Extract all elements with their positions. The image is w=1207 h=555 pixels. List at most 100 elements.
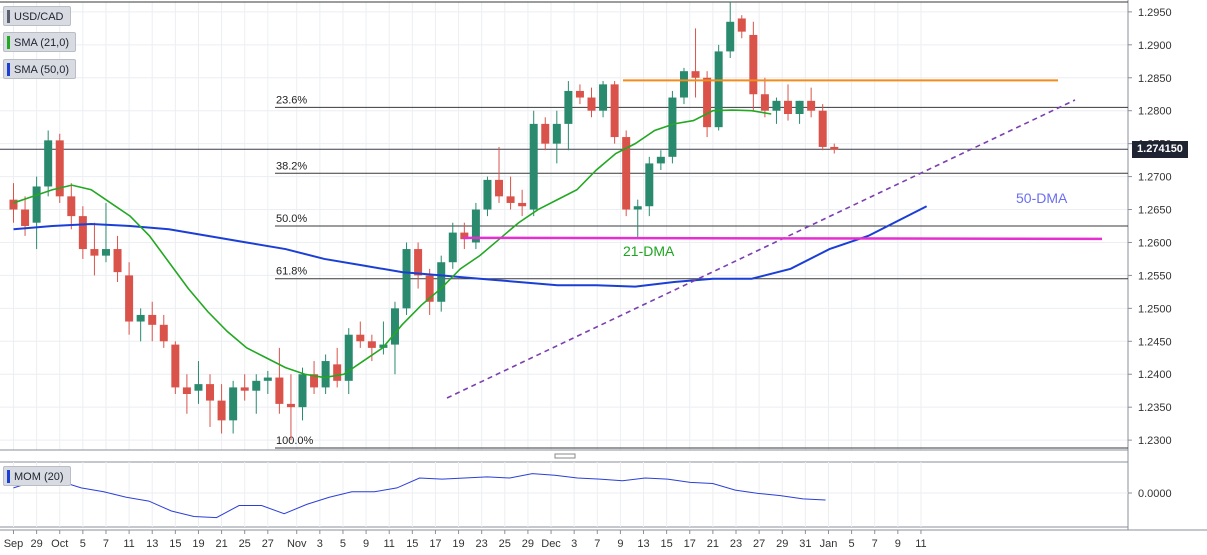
x-tick-label: 15	[169, 538, 181, 550]
y-tick-label: 1.2450	[1138, 336, 1172, 348]
candle-down	[286, 403, 295, 408]
x-tick-label: 25	[239, 538, 251, 550]
x-tick-label: 11	[123, 538, 134, 550]
candle-down	[55, 140, 64, 197]
y-tick-label: 1.2500	[1138, 303, 1172, 315]
candle-up	[679, 71, 688, 98]
fib-label: 50.0%	[276, 213, 307, 225]
candle-up	[194, 384, 203, 391]
x-tick-label: 5	[80, 538, 86, 550]
candle-down	[784, 100, 793, 114]
candle-down	[749, 34, 758, 95]
candle-down	[541, 123, 550, 144]
x-tick-label: 13	[637, 538, 649, 550]
candle-down	[148, 314, 157, 325]
x-tick-label: 29	[776, 538, 788, 550]
candle-down	[414, 249, 423, 276]
date-axis: Sep 29 Oct 5 7 11 13 15 19 21 25 27 Nov 3 5 9 11 15 17 19 23…	[0, 529, 1207, 550]
y-tick-label: 1.2350	[1138, 402, 1172, 414]
x-tick-label: 17	[684, 538, 696, 550]
candle-down	[495, 179, 504, 197]
mom-y-tick-label: 0.0000	[1138, 488, 1172, 500]
candle-down	[113, 249, 122, 273]
x-tick-label: Jan	[820, 538, 838, 550]
x-tick-label: 31	[799, 538, 811, 550]
x-tick-label: 7	[594, 538, 600, 550]
candle-up	[483, 179, 492, 210]
x-tick-label: 19	[192, 538, 204, 550]
candle-up	[298, 374, 307, 408]
candle-down	[622, 137, 631, 210]
candle-down	[737, 18, 746, 32]
candle-up	[726, 21, 735, 52]
x-tick-label: 21	[215, 538, 227, 550]
candle-down	[830, 146, 839, 150]
x-tick-label: 7	[872, 538, 878, 550]
x-tick-label: 7	[103, 538, 109, 550]
candle-down	[587, 97, 596, 111]
indicator-lines: 21-DMA 50-DMA	[13, 79, 1103, 399]
x-tick-label: 5	[849, 538, 855, 550]
current-price-badge: 1.274150	[1132, 141, 1188, 158]
x-tick-label: Sep	[4, 538, 24, 550]
x-tick-label: 25	[499, 538, 511, 550]
x-tick-label: 13	[146, 538, 158, 550]
candle-up	[44, 140, 53, 187]
candle-down	[818, 110, 827, 147]
x-tick-label: 9	[363, 538, 369, 550]
x-tick-label: 27	[753, 538, 765, 550]
candle-down	[171, 344, 180, 388]
mom-legend[interactable]: MOM (20)	[3, 466, 71, 486]
candle-down	[807, 100, 816, 111]
y-tick-label: 1.2800	[1138, 106, 1172, 118]
candle-down	[310, 374, 319, 388]
y-tick-label: 1.2400	[1138, 369, 1172, 381]
sma21-legend[interactable]: SMA (21,0)	[3, 32, 77, 52]
fib-label: 23.6%	[276, 94, 307, 106]
y-tick-label: 1.2850	[1138, 73, 1172, 85]
candle-down	[506, 196, 515, 203]
fib-label: 61.8%	[276, 266, 307, 278]
x-tick-label: 23	[730, 538, 742, 550]
fibonacci-levels: 23.6% 38.2% 50.0% 61.8% 100.0%	[275, 94, 1128, 449]
candle-up	[552, 123, 561, 144]
x-tick-label: 17	[429, 538, 441, 550]
candle-up	[390, 308, 399, 345]
y-tick-label: 1.2900	[1138, 40, 1172, 52]
candle-down	[67, 196, 76, 217]
x-tick-label: 23	[476, 538, 488, 550]
x-tick-label: 15	[661, 538, 673, 550]
candle-up	[564, 90, 573, 124]
support-line	[462, 236, 1103, 241]
candle-down	[518, 202, 527, 207]
candle-up	[599, 84, 608, 111]
x-tick-label: 11	[383, 538, 394, 550]
candle-down	[159, 324, 168, 342]
sma50-legend[interactable]: SMA (50,0)	[3, 59, 77, 79]
candle-up	[772, 100, 781, 111]
fib-label: 38.2%	[276, 160, 307, 172]
x-tick-label: 11	[915, 538, 926, 550]
momentum-line	[13, 473, 826, 519]
candle-up	[656, 156, 665, 164]
candle-down	[275, 377, 284, 404]
candle-up	[136, 314, 145, 322]
candle-down	[21, 209, 30, 226]
candle-up	[529, 123, 538, 210]
x-tick-label: 21	[707, 538, 719, 550]
trend-line	[446, 99, 1076, 399]
x-tick-label: 29	[30, 538, 42, 550]
candle-down	[9, 199, 18, 210]
candle-down	[703, 77, 712, 128]
candle-up	[645, 163, 654, 207]
x-tick-label: 29	[522, 538, 534, 550]
x-tick-label: 3	[317, 538, 323, 550]
candle-down	[206, 384, 215, 401]
symbol-legend[interactable]: USD/CAD	[3, 6, 71, 26]
candle-down	[760, 94, 769, 111]
candle-down	[333, 364, 342, 381]
x-tick-label: 27	[262, 538, 274, 550]
fib-label: 100.0%	[276, 435, 314, 447]
candle-up	[437, 262, 446, 302]
